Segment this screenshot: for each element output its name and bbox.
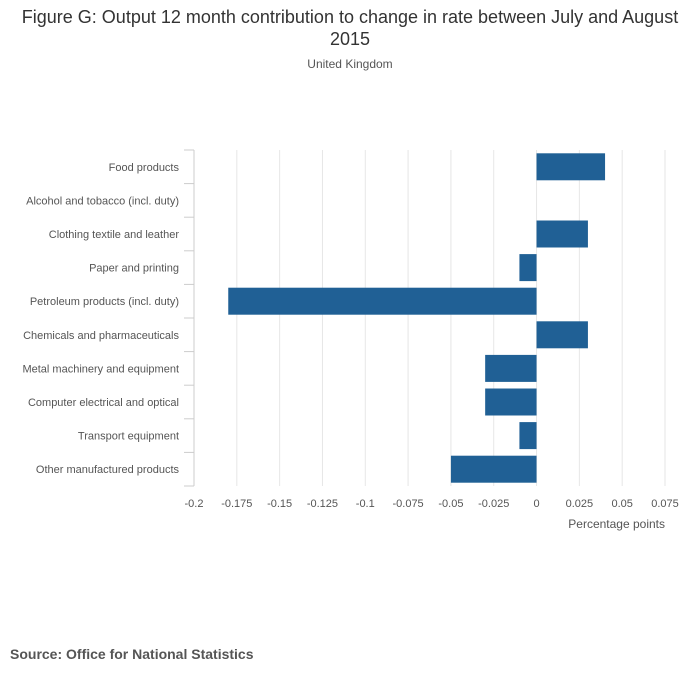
x-tick-label: -0.1: [356, 498, 375, 510]
chart-title: Figure G: Output 12 month contribution t…: [21, 7, 679, 49]
bar: [485, 354, 537, 382]
x-tick-label: 0.05: [611, 498, 632, 510]
x-tick-label: -0.125: [307, 498, 338, 510]
x-tick-label: 0.025: [566, 498, 594, 510]
chart-subtitle: United Kingdom: [307, 57, 393, 71]
bar: [536, 153, 606, 181]
bar: [536, 321, 588, 349]
source-note: Source: Office for National Statistics: [10, 646, 254, 662]
x-tick-label: 0: [533, 498, 539, 510]
category-label: Petroleum products (incl. duty): [30, 296, 179, 308]
category-label: Food products: [109, 162, 180, 174]
bar: [536, 220, 588, 248]
x-tick-label: -0.025: [478, 498, 509, 510]
bar: [450, 455, 537, 483]
category-label: Other manufactured products: [36, 464, 180, 476]
bar: [519, 254, 537, 282]
category-label: Transport equipment: [78, 431, 179, 443]
x-tick-label: 0.075: [651, 498, 679, 510]
x-tick-label: -0.175: [221, 498, 252, 510]
category-label: Metal machinery and equipment: [22, 363, 179, 375]
category-label: Clothing textile and leather: [49, 229, 180, 241]
x-tick-label: -0.075: [392, 498, 423, 510]
x-tick-label: -0.2: [185, 498, 204, 510]
x-tick-label: -0.05: [438, 498, 463, 510]
category-label: Computer electrical and optical: [28, 397, 179, 409]
bar: [519, 422, 537, 450]
category-label: Chemicals and pharmaceuticals: [23, 330, 179, 342]
bar: [228, 287, 537, 315]
bar: [485, 388, 537, 416]
x-axis-title: Percentage points: [568, 517, 665, 531]
x-tick-label: -0.15: [267, 498, 292, 510]
category-label: Alcohol and tobacco (incl. duty): [26, 195, 179, 207]
category-label: Paper and printing: [89, 263, 179, 275]
